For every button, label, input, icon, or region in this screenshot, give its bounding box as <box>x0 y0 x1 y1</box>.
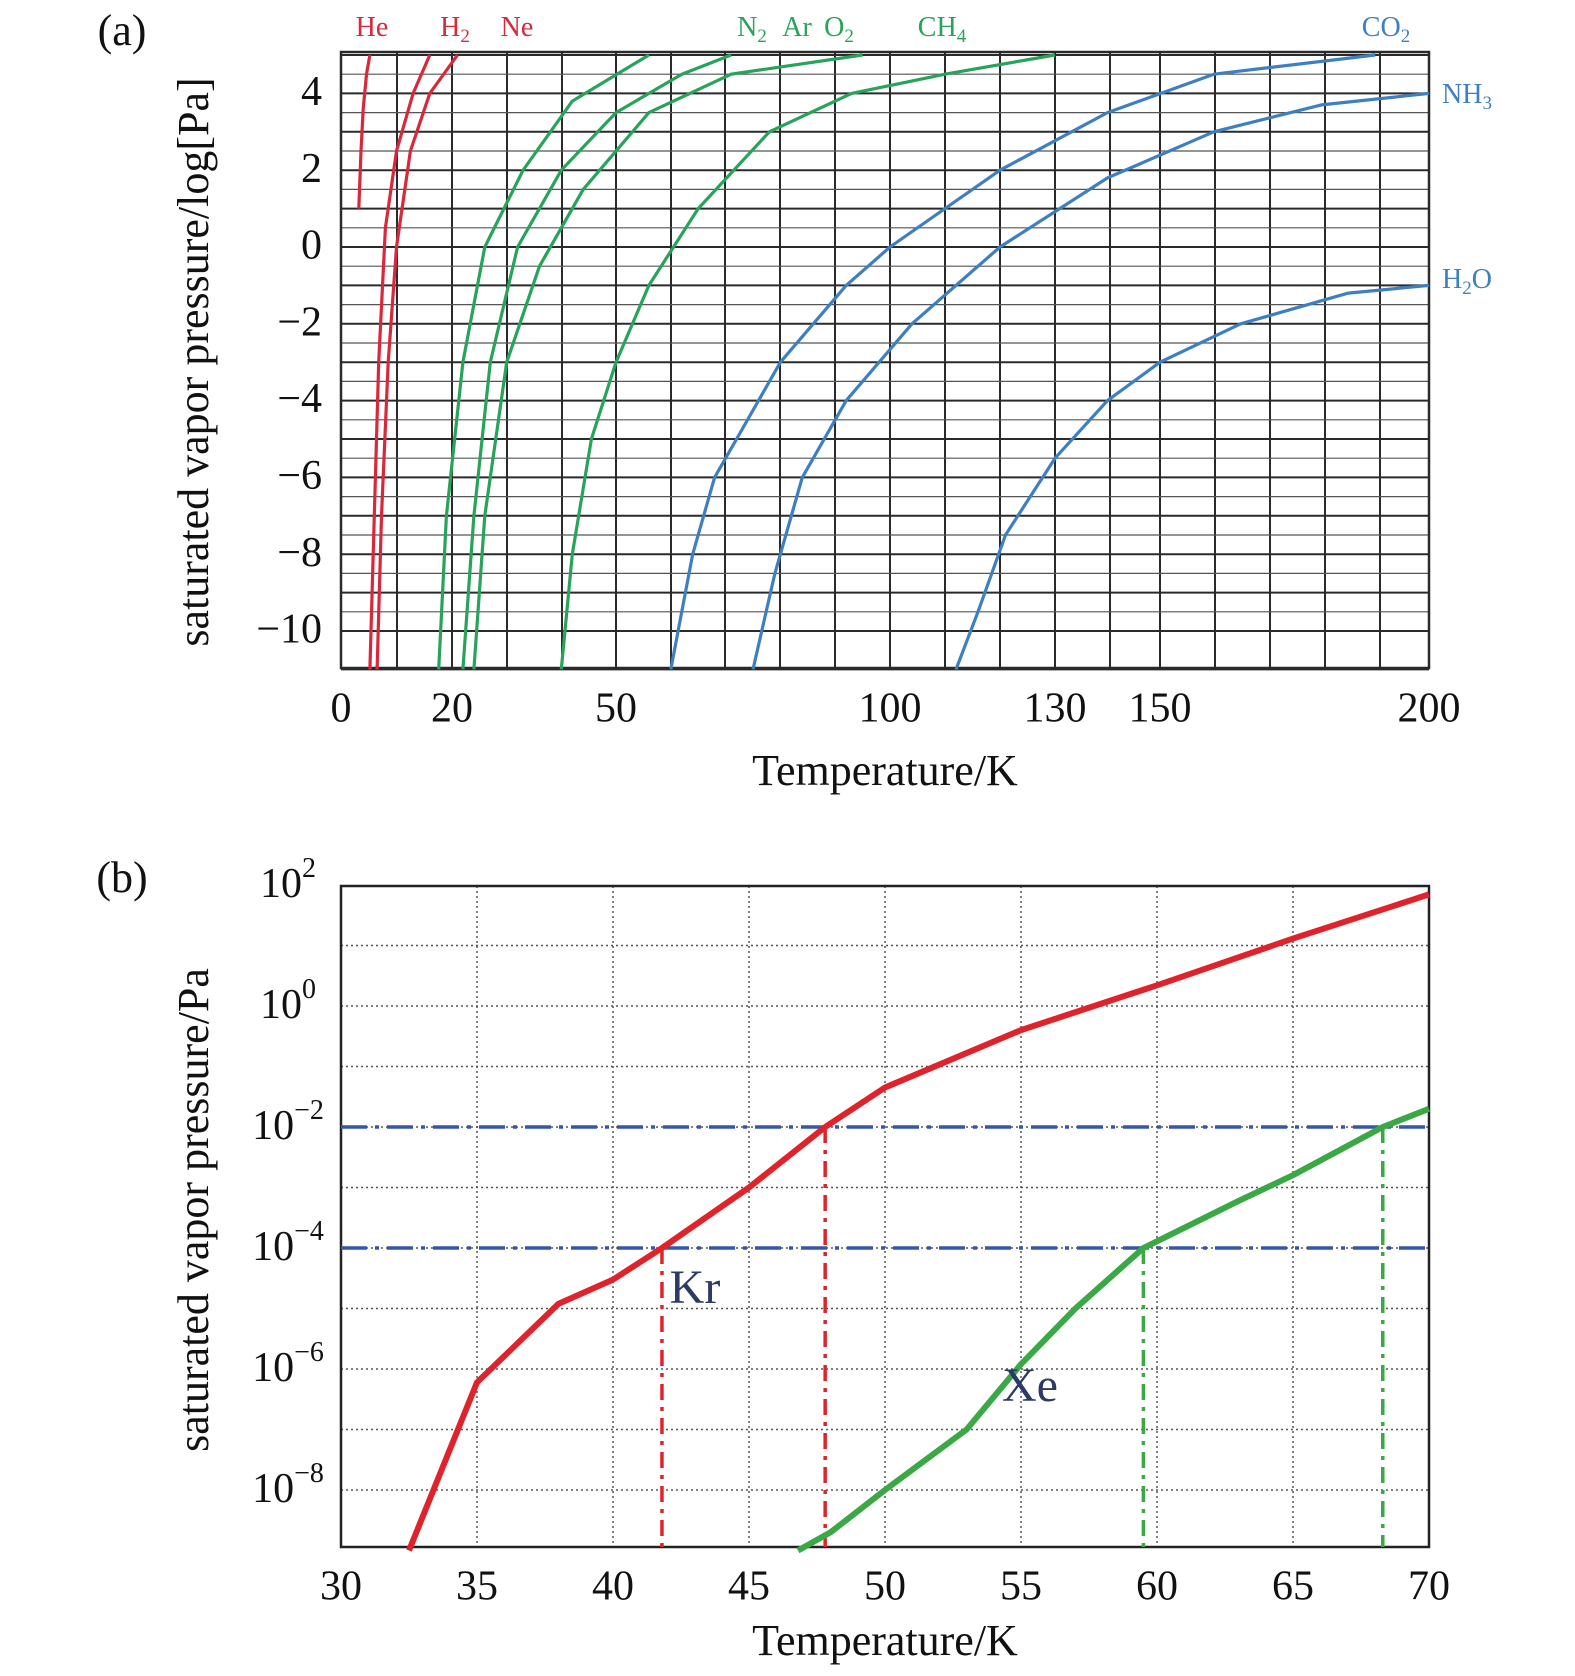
curve-kr <box>406 891 1430 1552</box>
label-text: H <box>440 12 460 43</box>
x-tick-label: 150 <box>1129 686 1192 732</box>
label-text: O <box>1472 264 1492 295</box>
y-tick-label: −4 <box>277 376 322 422</box>
tick-base: 10 <box>260 982 302 1028</box>
label-text: He <box>356 12 389 43</box>
x-tick-label: 0 <box>331 686 352 732</box>
curve-n2 <box>437 53 650 670</box>
x-tick-label: 30 <box>320 1564 362 1610</box>
subscript: 2 <box>1401 26 1411 47</box>
tick-exponent: −4 <box>294 1216 324 1247</box>
subscript: 2 <box>460 26 470 47</box>
series-label-he: He <box>356 12 389 43</box>
x-axis-title: Temperature/K <box>752 1616 1018 1665</box>
x-tick-label: 50 <box>864 1564 906 1610</box>
series-label-ch4: CH4 <box>918 12 967 47</box>
tick-exponent: 2 <box>302 853 316 884</box>
y-tick-label: 10−4 <box>252 1216 324 1270</box>
series-label-co2: CO2 <box>1362 12 1410 47</box>
x-tick-label: 35 <box>456 1564 498 1610</box>
x-tick-label: 55 <box>1000 1564 1042 1610</box>
tick-base: 10 <box>252 1224 294 1270</box>
tick-exponent: −8 <box>294 1458 324 1489</box>
subscript: 2 <box>1462 278 1472 299</box>
curve-h2o <box>954 283 1430 670</box>
series-label-o2: O2 <box>824 12 854 47</box>
y-tick-label: 102 <box>260 853 316 907</box>
x-tick-label: 45 <box>728 1564 770 1610</box>
y-tick-label: −2 <box>277 299 322 345</box>
curve-h2 <box>368 54 432 670</box>
curve-co2 <box>669 53 1376 670</box>
y-tick-label: 100 <box>260 974 316 1028</box>
curve-ch4 <box>559 53 1056 670</box>
tick-base: 10 <box>252 1103 294 1149</box>
y-tick-label: 4 <box>301 69 322 115</box>
subscript: 3 <box>1482 93 1492 114</box>
annotation-kr: Kr <box>670 1261 721 1314</box>
y-tick-label: −8 <box>277 530 322 576</box>
x-tick-label: 65 <box>1272 1564 1314 1610</box>
series-label-ar: Ar <box>782 12 812 43</box>
subscript: 2 <box>757 26 767 47</box>
label-text: H <box>1442 264 1462 295</box>
y-tick-label: 0 <box>301 223 322 269</box>
y-tick-label: 2 <box>301 146 322 192</box>
curve-he <box>357 54 372 209</box>
label-text: Ne <box>501 12 534 43</box>
x-tick-label: 50 <box>595 686 637 732</box>
y-tick-label: −10 <box>256 607 322 653</box>
panel-b-frame <box>339 884 1431 1549</box>
label-text: CO <box>1362 12 1401 43</box>
x-tick-label: 130 <box>1024 686 1087 732</box>
tick-exponent: −2 <box>294 1095 324 1126</box>
x-tick-label: 60 <box>1136 1564 1178 1610</box>
panel-a-grid <box>340 52 1430 671</box>
annotation-xe: Xe <box>1002 1359 1058 1412</box>
x-tick-label: 70 <box>1408 1564 1450 1610</box>
label-text: Ar <box>782 12 812 43</box>
tick-base: 10 <box>252 1466 294 1512</box>
y-axis-title: saturated vapor pressure/log[Pa] <box>169 77 218 646</box>
y-axis-title: saturated vapor pressure/Pa <box>169 968 218 1452</box>
curve-nh3 <box>751 91 1430 670</box>
subscript: 2 <box>844 26 854 47</box>
tick-base: 10 <box>252 1345 294 1391</box>
x-tick-label: 20 <box>431 686 473 732</box>
tick-exponent: 0 <box>302 974 316 1005</box>
panel-a-frame <box>339 50 1431 670</box>
tick-exponent: −6 <box>294 1337 324 1368</box>
panel-b-grid <box>341 886 1429 1547</box>
subscript: 4 <box>957 26 967 47</box>
y-tick-label: 10−2 <box>252 1095 324 1149</box>
x-tick-label: 40 <box>592 1564 634 1610</box>
panel-label: (b) <box>96 853 147 902</box>
curve-o2 <box>472 53 863 670</box>
x-tick-label: 100 <box>859 686 922 732</box>
y-tick-label: 10−6 <box>252 1337 324 1391</box>
series-label-ne: Ne <box>501 12 534 43</box>
y-tick-label: −6 <box>277 453 322 499</box>
curve-ar <box>461 53 732 670</box>
x-axis-title: Temperature/K <box>752 746 1018 795</box>
series-label-h2: H2 <box>440 12 470 47</box>
series-label-h2o: H2O <box>1442 264 1492 299</box>
label-text: CH <box>918 12 957 43</box>
y-tick-label: 10−8 <box>252 1458 324 1512</box>
tick-base: 10 <box>260 861 302 907</box>
panel-label: (a) <box>98 6 147 55</box>
curve-ne <box>375 54 459 670</box>
series-label-n2: N2 <box>737 12 767 47</box>
label-text: O <box>824 12 844 43</box>
series-label-nh3: NH3 <box>1442 79 1492 114</box>
label-text: N <box>737 12 757 43</box>
x-tick-label: 200 <box>1398 686 1461 732</box>
curve-xe <box>796 1106 1431 1554</box>
label-text: NH <box>1442 79 1482 110</box>
